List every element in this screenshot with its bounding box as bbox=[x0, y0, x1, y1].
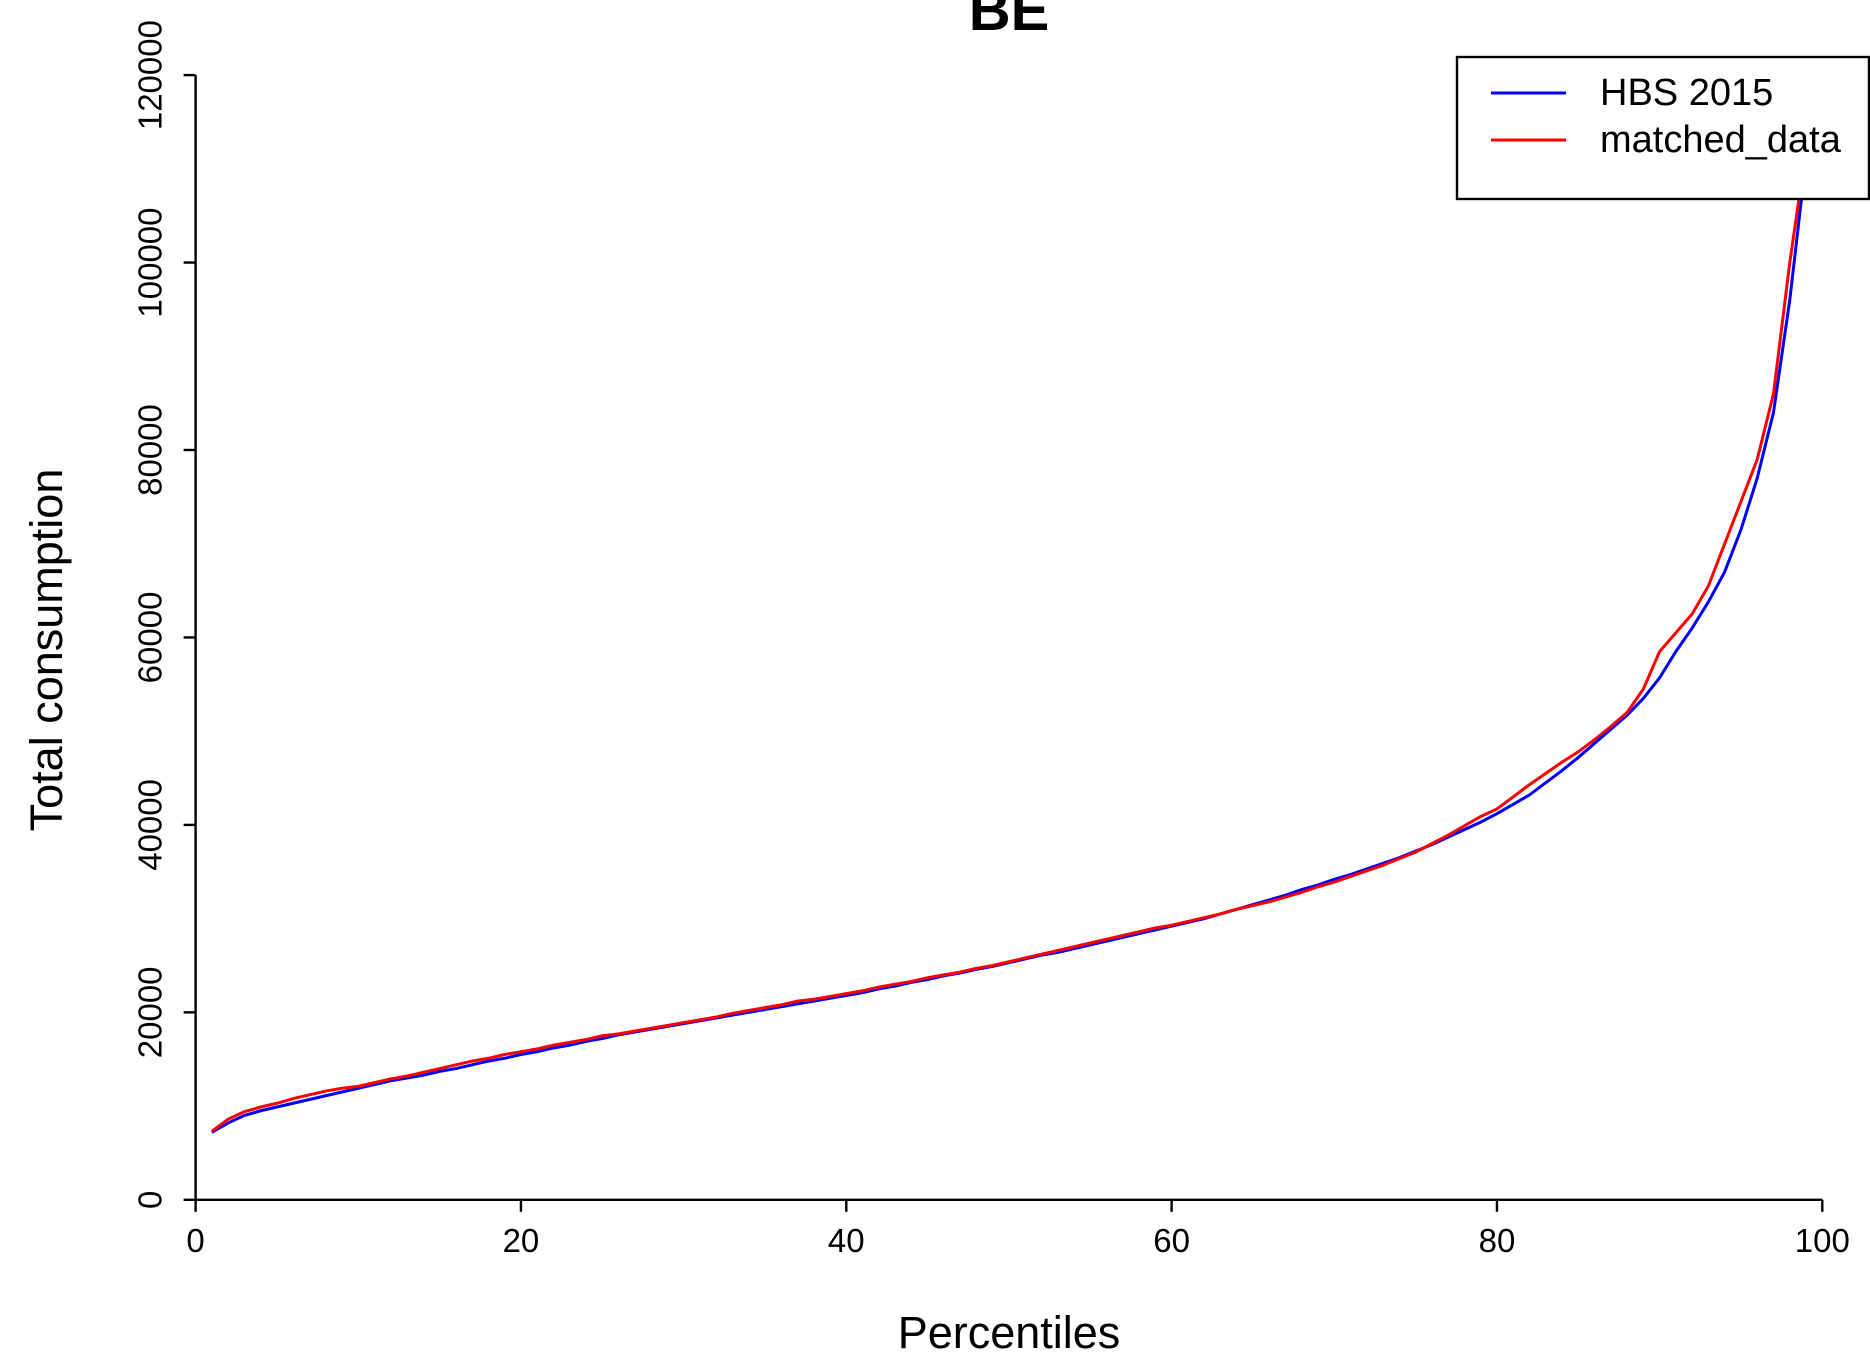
x-tick-label: 20 bbox=[503, 1222, 540, 1259]
series-line bbox=[210, 149, 1808, 1133]
y-tick-label: 20000 bbox=[132, 966, 169, 1058]
x-tick-label: 80 bbox=[1479, 1222, 1516, 1259]
y-tick-label: 0 bbox=[132, 1191, 169, 1209]
x-tick-label: 40 bbox=[828, 1222, 865, 1259]
y-tick-label: 40000 bbox=[132, 779, 169, 871]
y-tick-label: 60000 bbox=[132, 592, 169, 684]
y-tick-label: 100000 bbox=[132, 207, 169, 317]
series-line bbox=[211, 159, 1808, 1134]
legend-box bbox=[1455, 55, 1870, 201]
x-axis-label: Percentiles bbox=[898, 1307, 1121, 1358]
legend-label: HBS 2015 bbox=[1600, 72, 1773, 114]
y-tick-label: 120000 bbox=[132, 20, 169, 130]
y-axis-label: Total consumption bbox=[21, 469, 72, 832]
x-tick-label: 100 bbox=[1795, 1222, 1850, 1259]
chart-title: BE bbox=[969, 0, 1050, 43]
legend-label: matched_data bbox=[1600, 119, 1842, 161]
x-tick-label: 60 bbox=[1153, 1222, 1190, 1259]
x-tick-label: 0 bbox=[186, 1222, 204, 1259]
y-tick-label: 80000 bbox=[132, 404, 169, 496]
